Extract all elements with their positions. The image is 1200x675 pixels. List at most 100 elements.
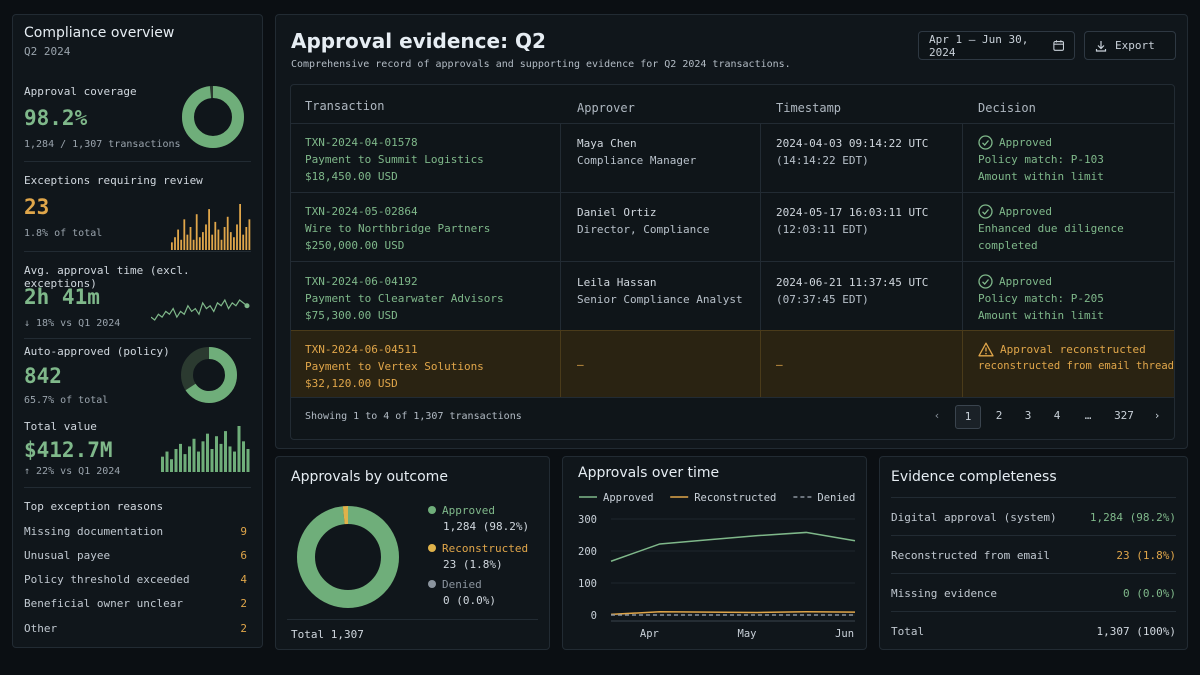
col-header-transaction[interactable]: Transaction <box>305 99 385 113</box>
evidence-value: 0 (0.0%) <box>1123 587 1176 600</box>
bar <box>195 214 198 250</box>
coverage-note: 1,284 / 1,307 transactions <box>24 139 181 150</box>
bar <box>236 224 238 250</box>
bar <box>248 219 251 250</box>
reason-count: 2 <box>240 622 247 635</box>
txn-id[interactable]: TXN-2024-04-01578 <box>305 136 418 149</box>
next-page-button[interactable]: › <box>1144 405 1170 429</box>
metric-total-value[interactable]: Total value $412.7M ↑ 22% vs Q1 2024 <box>24 416 251 488</box>
txn-payee: Wire to Northbridge Partners <box>305 222 491 235</box>
page-3-button[interactable]: 3 <box>1024 409 1032 422</box>
warning-icon <box>978 342 994 357</box>
calendar-icon <box>1053 40 1064 51</box>
compliance-sidebar: Compliance overview Q2 2024 Approval cov… <box>12 14 263 648</box>
bar <box>233 237 235 250</box>
reason-row[interactable]: Missing documentation 9 <box>24 525 251 538</box>
auto-donut <box>181 347 237 403</box>
bar <box>198 237 201 250</box>
reason-count: 2 <box>240 597 247 610</box>
date-range-picker[interactable]: Apr 1 – Jun 30, 2024 <box>918 31 1075 60</box>
metric-avg-time[interactable]: Avg. approval time (excl. exceptions) 2h… <box>24 251 251 338</box>
export-button[interactable]: Export <box>1084 31 1176 60</box>
bar <box>215 436 218 472</box>
table-row[interactable]: TXN-2024-04-01578 Payment to Summit Logi… <box>291 123 1174 192</box>
evidence-row-total[interactable]: Total 1,307 (100%) <box>891 611 1176 649</box>
total-note: ↑ 22% vs Q1 2024 <box>24 466 121 477</box>
evidence-row[interactable]: Missing evidence 0 (0.0%) <box>891 573 1176 611</box>
page-1-button[interactable]: 1 <box>955 405 981 429</box>
legend-label: Reconstructed <box>694 492 776 504</box>
bar <box>183 219 186 250</box>
legend-approved[interactable]: Approved 1,284 (98.2%) <box>428 504 529 533</box>
sidebar-title: Compliance overview <box>24 25 175 41</box>
reasons-title: Top exception reasons <box>24 500 164 513</box>
coverage-donut <box>182 86 244 148</box>
evidence-value: 1,307 (100%) <box>1096 625 1176 638</box>
total-value: $412.7M <box>24 438 113 462</box>
txn-amount: $75,300.00 USD <box>305 309 398 322</box>
decision-detail: reconstructed from email thread <box>978 360 1174 372</box>
col-header-approver[interactable]: Approver <box>577 101 635 115</box>
metric-auto-approved[interactable]: Auto-approved (policy) 842 65.7% of tota… <box>24 338 251 416</box>
approver-role: Senior Compliance Analyst <box>577 293 743 306</box>
total-value-bar-chart <box>161 426 250 472</box>
coverage-arc <box>182 86 244 148</box>
reason-row[interactable]: Beneficial owner unclear 2 <box>24 597 251 610</box>
outcome-donut <box>297 506 399 608</box>
page-4-button[interactable]: 4 <box>1053 409 1061 422</box>
table-row[interactable]: TXN-2024-06-04192 Payment to Clearwater … <box>291 261 1174 330</box>
legend-denied-value: 0 (0.0%) <box>443 594 496 607</box>
approver-name: — <box>577 358 584 371</box>
txn-id[interactable]: TXN-2024-06-04511 <box>305 343 418 356</box>
bar <box>219 443 223 472</box>
y-tick-label: 200 <box>578 546 597 558</box>
bar <box>211 234 214 250</box>
bar <box>174 237 176 250</box>
reason-count: 9 <box>240 525 247 538</box>
sparkline-end-dot <box>244 303 250 309</box>
reason-row[interactable]: Policy threshold exceeded 4 <box>24 573 251 586</box>
txn-id[interactable]: TXN-2024-06-04192 <box>305 275 418 288</box>
y-tick-label: 300 <box>578 514 597 526</box>
col-header-timestamp[interactable]: Timestamp <box>776 101 842 115</box>
decision-status: Approved <box>999 136 1052 149</box>
evidence-completeness-panel: Evidence completeness Digital approval (… <box>879 456 1188 650</box>
exception-reasons: Top exception reasons Missing documentat… <box>24 487 251 635</box>
bar <box>245 227 248 250</box>
timestamp-utc: 2024-05-17 16:03:11 UTC <box>776 206 929 219</box>
exceptions-note: 1.8% of total <box>24 228 103 239</box>
page-327-button[interactable]: 327 <box>1114 409 1134 422</box>
col-header-decision[interactable]: Decision <box>978 101 1036 115</box>
approvals-over-time-panel: Approvals over time Approved Reconstructe… <box>562 456 867 650</box>
bar <box>161 456 164 472</box>
table-row[interactable]: TXN-2024-05-02864 Wire to Northbridge Pa… <box>291 192 1174 261</box>
avg-time-note: ↓ 18% vs Q1 2024 <box>24 318 121 329</box>
bar <box>183 454 187 472</box>
bar <box>233 451 236 472</box>
evidence-row[interactable]: Reconstructed from email 23 (1.8%) <box>891 535 1176 573</box>
bar <box>170 459 173 472</box>
approver-role: Director, Compliance <box>577 223 710 236</box>
prev-page-button[interactable]: ‹ <box>924 405 950 429</box>
decision-detail: Amount within limit <box>978 170 1104 183</box>
table-row-exception[interactable]: TXN-2024-06-04511 Payment to Vertex Solu… <box>291 330 1174 397</box>
reason-row[interactable]: Other 2 <box>24 622 251 635</box>
page-2-button[interactable]: 2 <box>995 409 1003 422</box>
reason-label: Other <box>24 622 58 635</box>
legend-label: Approved <box>603 492 654 504</box>
check-circle-icon <box>978 135 993 150</box>
txn-payee: Payment to Vertex Solutions <box>305 360 484 373</box>
evidence-row[interactable]: Digital approval (system) 1,284 (98.2%) <box>891 497 1176 535</box>
legend-denied[interactable]: Denied 0 (0.0%) <box>428 578 496 607</box>
metric-exceptions[interactable]: Exceptions requiring review 23 1.8% of t… <box>24 161 251 251</box>
exceptions-bar-chart <box>171 204 251 250</box>
bar <box>246 449 250 472</box>
bar <box>206 433 209 472</box>
legend-reconstructed[interactable]: Reconstructed 23 (1.8%) <box>428 542 528 571</box>
export-label: Export <box>1115 39 1155 52</box>
metric-coverage[interactable]: Approval coverage 98.2% 1,284 / 1,307 tr… <box>24 73 251 161</box>
decision-status: Approved <box>999 205 1052 218</box>
reason-label: Beneficial owner unclear <box>24 597 183 610</box>
txn-id[interactable]: TXN-2024-05-02864 <box>305 205 418 218</box>
reason-row[interactable]: Unusual payee 6 <box>24 549 251 562</box>
